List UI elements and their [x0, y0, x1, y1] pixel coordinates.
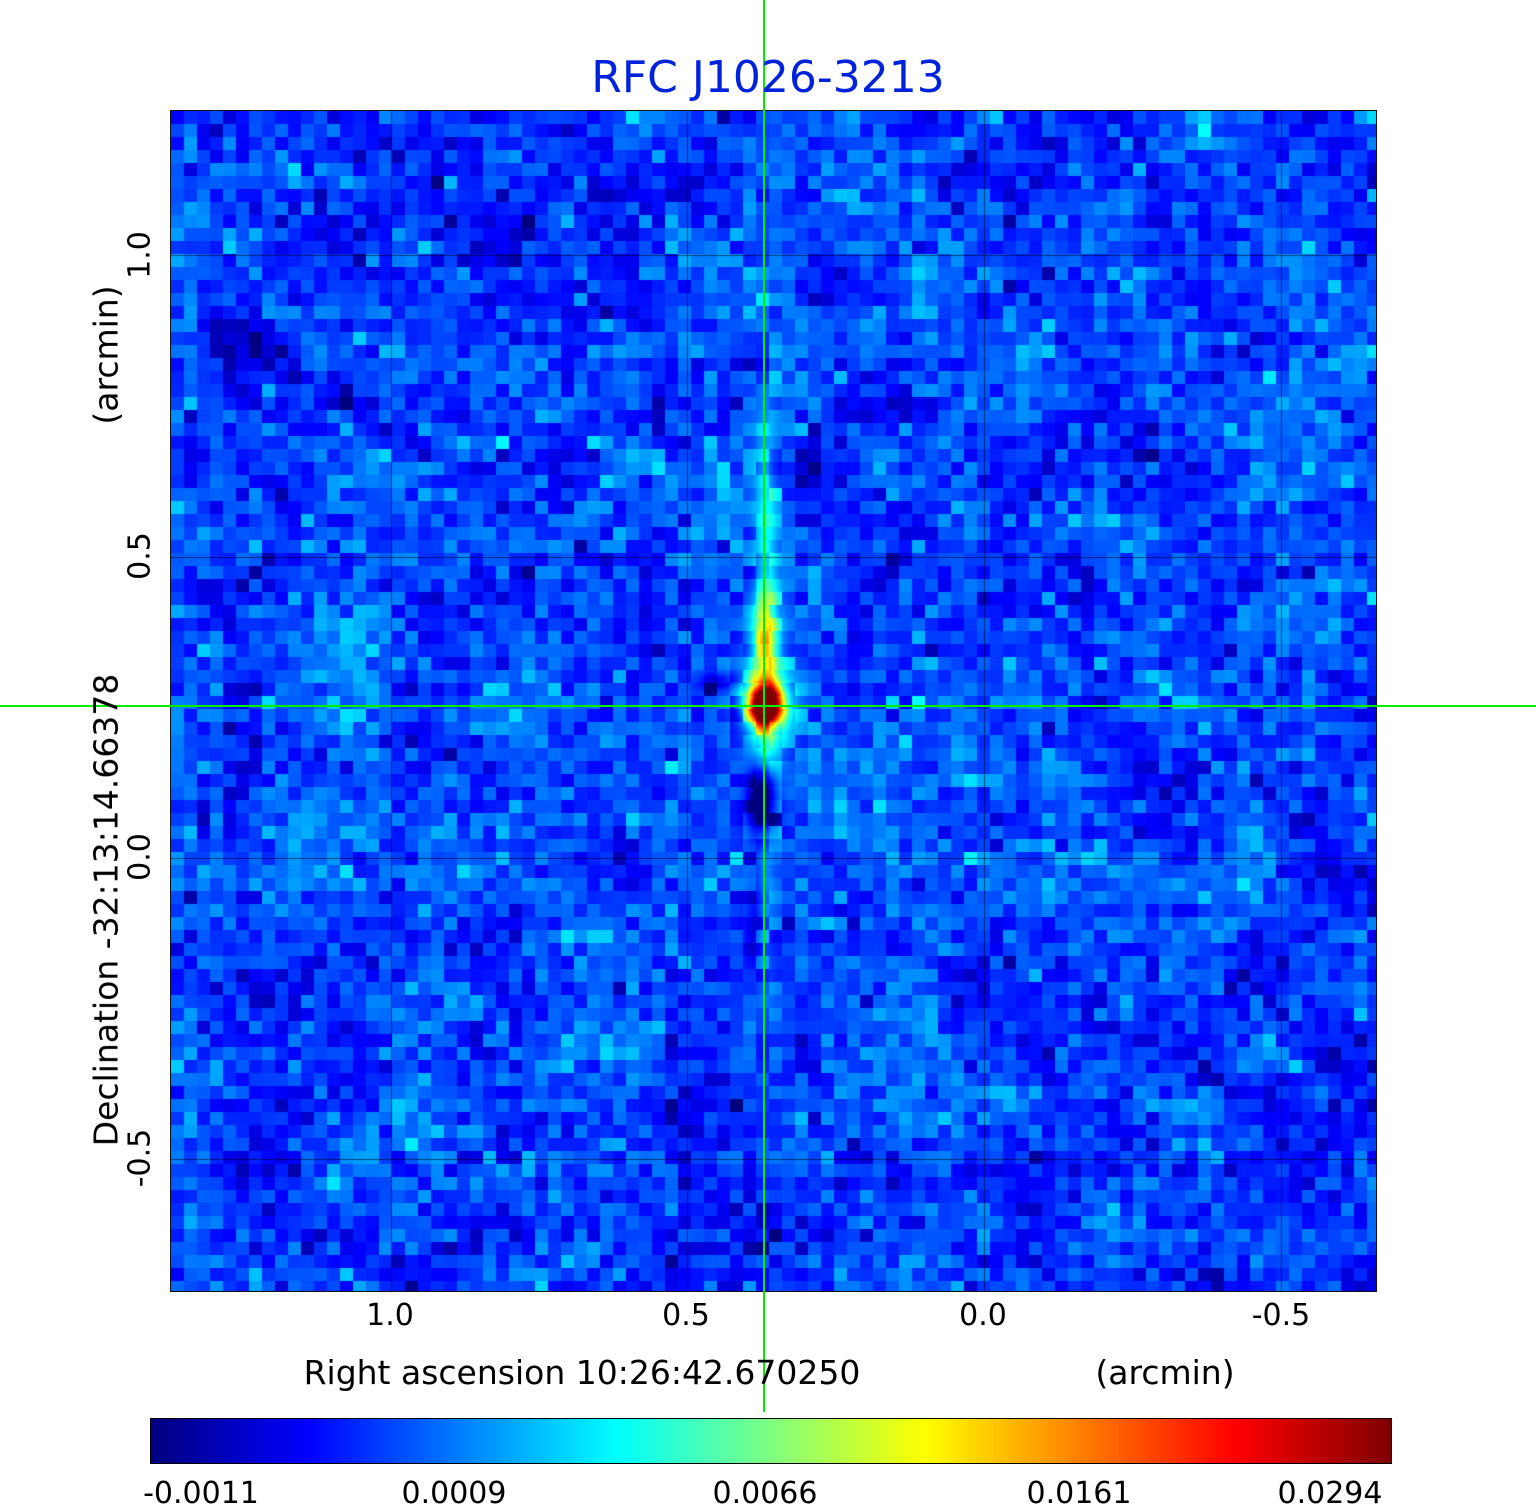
y-tick-0.0: 0.0: [122, 833, 158, 881]
y-tick-1.0: 1.0: [122, 231, 158, 279]
x-tick-0.5: 0.5: [662, 1298, 710, 1333]
sky-map: [170, 110, 1377, 1292]
x-tick--0.5: -0.5: [1251, 1298, 1311, 1333]
x-axis-unit-label: (arcmin): [1095, 1353, 1235, 1392]
colorbar: [150, 1418, 1392, 1464]
x-tick-1.0: 1.0: [366, 1298, 414, 1333]
x-axis-label: Right ascension 10:26:42.670250: [303, 1353, 861, 1392]
y-tick--0.5: -0.5: [122, 1128, 158, 1188]
colorbar-tick-3: 0.0161: [1026, 1476, 1132, 1511]
y-axis-label: Declination -32:13:14.66378: [86, 673, 126, 1147]
y-tick-0.5: 0.5: [122, 532, 158, 580]
x-tick-0.0: 0.0: [959, 1298, 1007, 1333]
colorbar-tick-1: 0.0009: [401, 1476, 507, 1511]
colorbar-tick-4: 0.0294: [1277, 1476, 1383, 1511]
figure-title: RFC J1026-3213: [591, 52, 945, 103]
colorbar-tick-2: 0.0066: [712, 1476, 818, 1511]
sky-map-canvas: [171, 111, 1376, 1291]
colorbar-tick-0: -0.0011: [143, 1476, 259, 1511]
crosshair-horizontal-line: [0, 705, 1536, 707]
y-axis-unit-label: (arcmin): [86, 285, 126, 425]
